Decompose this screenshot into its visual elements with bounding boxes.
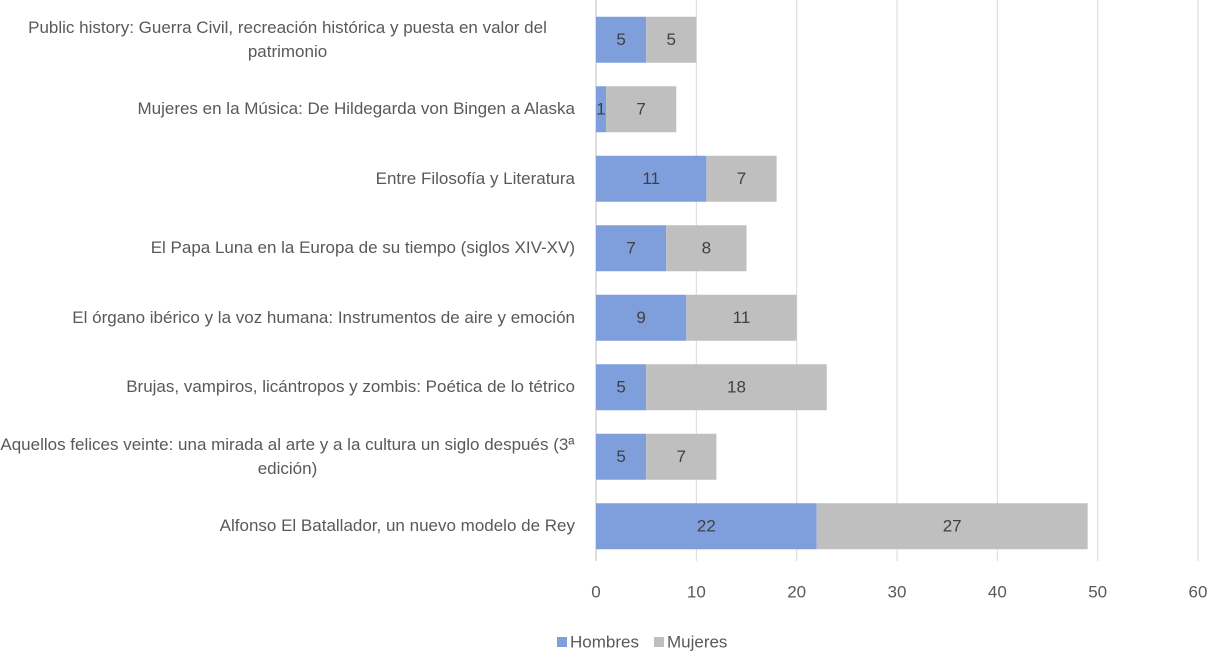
bar	[646, 364, 827, 411]
x-tick-label: 60	[1189, 582, 1208, 601]
bar	[596, 16, 647, 63]
data-label: 5	[616, 447, 625, 466]
x-tick-label: 20	[787, 582, 806, 601]
y-tick-label: Entre Filosofía y Literatura	[0, 144, 575, 214]
data-label: 11	[733, 308, 751, 327]
category-text: El Papa Luna en la Europa de su tiempo (…	[150, 238, 575, 258]
x-tick-label: 40	[988, 582, 1007, 601]
category-text: El órgano ibérico y la voz humana: Instr…	[72, 307, 575, 327]
bar	[596, 225, 667, 272]
bar	[596, 503, 817, 550]
bar	[596, 294, 687, 341]
x-tick-label: 50	[1088, 582, 1107, 601]
category-text: Mujeres en la Música: De Hildegarda von …	[137, 99, 575, 119]
x-tick-label: 0	[591, 582, 600, 601]
legend-swatch	[557, 637, 567, 647]
x-tick-label: 10	[687, 582, 706, 601]
legend-label: Mujeres	[667, 632, 727, 651]
bar	[706, 155, 777, 202]
data-label: 5	[616, 30, 625, 49]
y-tick-label: Public history: Guerra Civil, recreación…	[0, 5, 575, 75]
legend-label: Hombres	[570, 632, 639, 651]
data-label: 5	[667, 30, 676, 49]
data-label: 9	[636, 308, 645, 327]
data-label: 22	[697, 517, 716, 536]
y-tick-label: Brujas, vampiros, licántropos y zombis: …	[0, 353, 575, 423]
data-label: 7	[626, 239, 635, 258]
x-tick-label: 30	[888, 582, 907, 601]
data-label: 1	[596, 100, 605, 119]
y-tick-label: Alfonso El Batallador, un nuevo modelo d…	[0, 492, 575, 562]
bar	[596, 433, 647, 480]
data-label: 7	[677, 447, 686, 466]
bar	[816, 503, 1088, 550]
data-label: 5	[616, 378, 625, 397]
legend-swatch	[653, 637, 664, 647]
category-text: Aquellos felices veinte: una mirada al a…	[0, 434, 575, 478]
data-label: 18	[727, 378, 746, 397]
category-text: Alfonso El Batallador, un nuevo modelo d…	[219, 516, 575, 536]
data-label: 11	[642, 169, 660, 188]
data-label: 7	[737, 169, 746, 188]
data-label: 7	[636, 100, 645, 119]
y-tick-label: Aquellos felices veinte: una mirada al a…	[0, 422, 575, 492]
data-label: 27	[943, 517, 962, 536]
category-text: Public history: Guerra Civil, recreación…	[28, 17, 547, 61]
y-tick-label: El órgano ibérico y la voz humana: Instr…	[0, 283, 575, 353]
bar	[686, 294, 797, 341]
category-text: Brujas, vampiros, licántropos y zombis: …	[126, 377, 575, 397]
bar	[646, 433, 717, 480]
y-tick-label: Mujeres en la Música: De Hildegarda von …	[0, 75, 575, 145]
bar	[596, 86, 607, 133]
bar	[606, 86, 677, 133]
bar	[646, 16, 697, 63]
bar	[596, 364, 647, 411]
y-tick-label: El Papa Luna en la Europa de su tiempo (…	[0, 214, 575, 284]
category-text: Entre Filosofía y Literatura	[375, 168, 575, 188]
data-label: 8	[702, 239, 711, 258]
bar	[596, 155, 707, 202]
bar	[666, 225, 747, 272]
